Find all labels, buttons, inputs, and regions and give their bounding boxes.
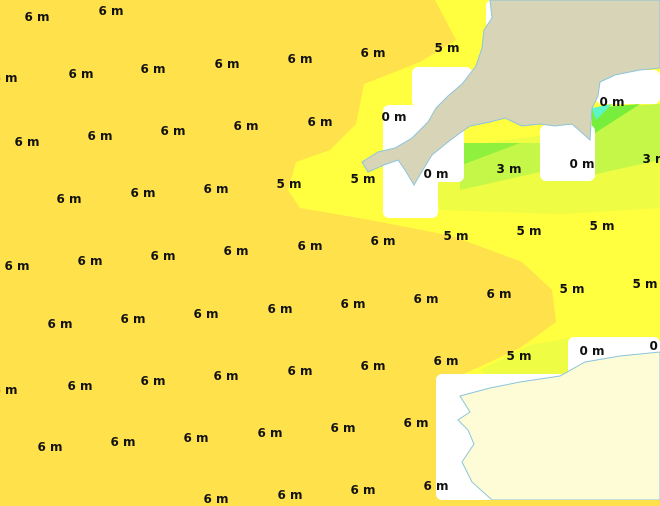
wave-height-label: 6 m bbox=[130, 186, 156, 200]
wave-height-label: 5 m bbox=[516, 224, 542, 238]
wave-height-label: 6 m bbox=[423, 479, 449, 493]
wave-height-label: 6 m bbox=[257, 426, 283, 440]
wave-height-label: 5 m bbox=[589, 219, 615, 233]
wave-height-label: 6 m bbox=[297, 239, 323, 253]
wave-height-label: 6 m bbox=[267, 302, 293, 316]
wave-height-label: 6 m bbox=[140, 374, 166, 388]
wave-height-label: 6 m bbox=[223, 244, 249, 258]
wave-height-label: 6 m bbox=[68, 67, 94, 81]
wave-height-label: 6 m bbox=[287, 52, 313, 66]
wave-height-label: 6 m bbox=[183, 431, 209, 445]
wave-height-label: 5 m bbox=[443, 229, 469, 243]
wave-height-label: 0 m bbox=[569, 157, 595, 171]
wave-height-label: 6 m bbox=[203, 492, 229, 506]
wave-zone-2m bbox=[462, 143, 520, 165]
wave-height-label: 0 m bbox=[423, 167, 449, 181]
wave-height-label: 5 m bbox=[506, 349, 532, 363]
wave-height-label: 6 m bbox=[37, 440, 63, 454]
wave-height-label: 6 m bbox=[150, 249, 176, 263]
wave-height-label: 6 m bbox=[413, 292, 439, 306]
wave-height-label: 6 m bbox=[350, 483, 376, 497]
wave-height-label: 6 m bbox=[233, 119, 259, 133]
wave-height-label: 6 m bbox=[287, 364, 313, 378]
wave-height-label: 6 m bbox=[277, 488, 303, 502]
wave-height-label: 6 m bbox=[87, 129, 113, 143]
wave-height-label: 6 m bbox=[340, 297, 366, 311]
wave-height-label: 6 m bbox=[98, 4, 124, 18]
wave-height-label: 6 m bbox=[330, 421, 356, 435]
wave-height-label: 6 m bbox=[24, 10, 50, 24]
wave-height-label: 6 m bbox=[120, 312, 146, 326]
wave-height-label: 6 m bbox=[140, 62, 166, 76]
wave-height-label: 6 m bbox=[360, 359, 386, 373]
wave-height-label: 0 m bbox=[381, 110, 407, 124]
wave-height-label: 0 m bbox=[579, 344, 605, 358]
wave-height-label: 6 m bbox=[47, 317, 73, 331]
wave-height-label: 6 m bbox=[403, 416, 429, 430]
wave-height-label: 6 m bbox=[370, 234, 396, 248]
wave-height-label: 5 m bbox=[632, 277, 658, 291]
wave-height-label: 6 m bbox=[4, 259, 30, 273]
wave-height-label: 0 m bbox=[649, 339, 660, 353]
wave-height-label: 5 m bbox=[276, 177, 302, 191]
wave-height-label: 6 m bbox=[56, 192, 82, 206]
wave-height-label: 6 m bbox=[0, 71, 18, 85]
land-england bbox=[361, 0, 660, 186]
wave-height-label: 0 m bbox=[599, 95, 625, 109]
wave-height-label: 6 m bbox=[214, 57, 240, 71]
wave-height-label: 6 m bbox=[486, 287, 512, 301]
wave-height-label: 5 m bbox=[559, 282, 585, 296]
wave-height-label: 6 m bbox=[203, 182, 229, 196]
wave-height-label: 6 m bbox=[14, 135, 40, 149]
wave-height-label: 3 m bbox=[496, 162, 522, 176]
wave-height-label: 6 m bbox=[77, 254, 103, 268]
wave-height-label: 6 m bbox=[433, 354, 459, 368]
wave-height-label: 6 m bbox=[307, 115, 333, 129]
wave-zone-1m bbox=[592, 104, 612, 120]
wave-height-label: 6 m bbox=[213, 369, 239, 383]
wave-height-label: 6 m bbox=[160, 124, 186, 138]
land-france bbox=[457, 351, 660, 500]
wave-height-label: 6 m bbox=[360, 46, 386, 60]
wave-height-label: 6 m bbox=[67, 379, 93, 393]
wave-height-label: 3 m bbox=[642, 152, 660, 166]
wave-height-label: 6 m bbox=[110, 435, 136, 449]
wave-height-label: 6 m bbox=[193, 307, 219, 321]
wave-height-label: 6 m bbox=[0, 383, 18, 397]
wave-height-label: 5 m bbox=[350, 172, 376, 186]
wave-height-label: 5 m bbox=[434, 41, 460, 55]
